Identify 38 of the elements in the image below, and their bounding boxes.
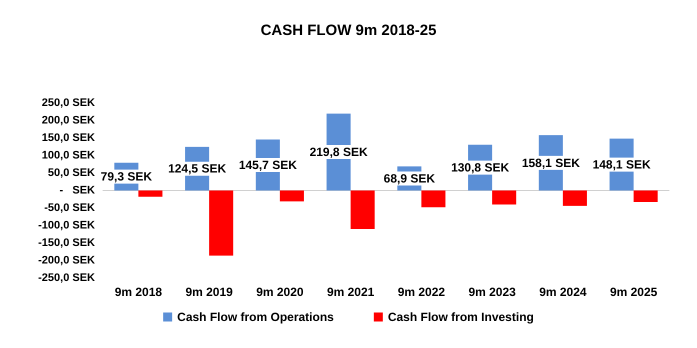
legend-label: Cash Flow from Investing bbox=[388, 310, 534, 324]
data-label: 68,9 SEK bbox=[384, 171, 436, 186]
x-tick-label: 9m 2018 bbox=[114, 285, 162, 299]
data-label: 158,1 SEK bbox=[522, 156, 580, 170]
y-tick-label: 200,0 SEK bbox=[42, 114, 96, 126]
y-tick-label: -50,0 SEK bbox=[44, 202, 96, 214]
y-tick-label: -200,0 SEK bbox=[38, 254, 96, 266]
y-tick-label: -100,0 SEK bbox=[38, 220, 96, 232]
data-label: 148,1 SEK bbox=[592, 158, 651, 172]
x-tick-label: 9m 2021 bbox=[326, 285, 375, 299]
bar bbox=[562, 190, 587, 206]
legend-label: Cash Flow from Operations bbox=[177, 310, 334, 324]
data-label: 130,8 SEK bbox=[451, 160, 510, 175]
bar bbox=[350, 190, 375, 229]
data-label: 79,3 SEK bbox=[100, 170, 152, 184]
y-tick-label: -250,0 SEK bbox=[38, 272, 96, 284]
x-tick-label: 9m 2023 bbox=[468, 285, 516, 299]
data-label: 145,7 SEK bbox=[238, 158, 298, 172]
y-tick-label: - SEK bbox=[60, 184, 96, 196]
data-label: 219,8 SEK bbox=[310, 145, 368, 160]
bar bbox=[138, 190, 162, 197]
bar bbox=[280, 190, 304, 202]
y-tick-label: 150,0 SEK bbox=[42, 132, 96, 144]
x-tick-label: 9m 2025 bbox=[610, 285, 658, 299]
x-tick-label: 9m 2020 bbox=[256, 285, 304, 299]
bar bbox=[492, 190, 516, 204]
x-tick-label: 9m 2019 bbox=[185, 285, 234, 299]
y-tick-label: -150,0 SEK bbox=[38, 237, 96, 249]
bar bbox=[421, 190, 446, 208]
chart-title: CASH FLOW 9m 2018-25 bbox=[260, 22, 436, 39]
y-tick-label: 50,0 SEK bbox=[48, 167, 96, 179]
x-tick-label: 9m 2022 bbox=[398, 285, 446, 299]
data-label: 124,5 SEK bbox=[168, 162, 226, 176]
bar bbox=[209, 190, 234, 256]
y-tick-label: 100,0 SEK bbox=[42, 150, 96, 162]
y-tick-label: 250,0 SEK bbox=[42, 97, 96, 109]
x-tick-label: 9m 2024 bbox=[539, 285, 587, 299]
bar bbox=[634, 190, 658, 202]
